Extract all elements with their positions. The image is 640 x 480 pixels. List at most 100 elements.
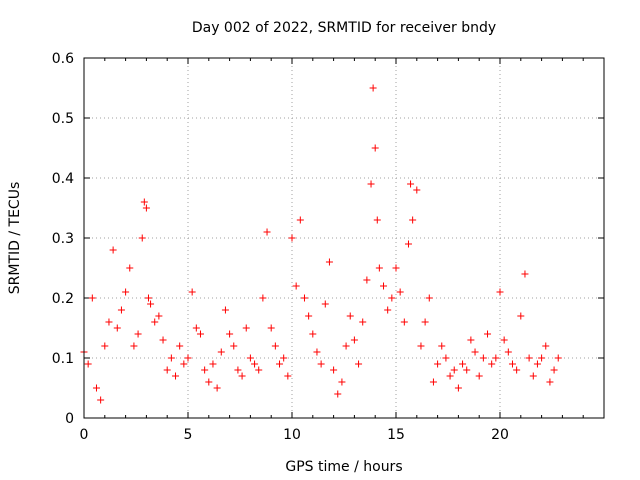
data-point bbox=[330, 366, 338, 374]
data-point bbox=[350, 336, 358, 344]
data-point bbox=[144, 294, 152, 302]
data-point bbox=[184, 354, 192, 362]
data-point bbox=[259, 294, 267, 302]
data-point bbox=[130, 342, 138, 350]
data-point bbox=[280, 354, 288, 362]
data-point bbox=[88, 294, 96, 302]
data-point bbox=[155, 312, 163, 320]
data-point bbox=[167, 354, 175, 362]
data-point bbox=[517, 312, 525, 320]
y-tick-label: 0.2 bbox=[52, 291, 74, 307]
data-point bbox=[251, 360, 259, 368]
data-point bbox=[380, 282, 388, 290]
data-point bbox=[484, 330, 492, 338]
data-point bbox=[126, 264, 134, 272]
data-point bbox=[355, 360, 363, 368]
data-point bbox=[421, 318, 429, 326]
data-point bbox=[450, 366, 458, 374]
data-point bbox=[172, 372, 180, 380]
data-point bbox=[122, 288, 130, 296]
data-point bbox=[147, 300, 155, 308]
data-point bbox=[471, 348, 479, 356]
data-point bbox=[163, 366, 171, 374]
data-point bbox=[504, 348, 512, 356]
data-point bbox=[404, 240, 412, 248]
data-point bbox=[492, 354, 500, 362]
data-point bbox=[442, 354, 450, 362]
data-point bbox=[438, 342, 446, 350]
data-point bbox=[101, 342, 109, 350]
data-point bbox=[196, 330, 204, 338]
x-tick-label: 0 bbox=[80, 427, 89, 443]
data-point bbox=[550, 366, 558, 374]
data-point bbox=[263, 228, 271, 236]
data-point bbox=[151, 318, 159, 326]
x-tick-label: 5 bbox=[184, 427, 193, 443]
data-point bbox=[192, 324, 200, 332]
data-point bbox=[313, 348, 321, 356]
data-point bbox=[159, 336, 167, 344]
data-point bbox=[459, 360, 467, 368]
data-point bbox=[400, 318, 408, 326]
data-point bbox=[475, 372, 483, 380]
data-point bbox=[142, 204, 150, 212]
data-point bbox=[288, 234, 296, 242]
data-point bbox=[242, 324, 250, 332]
data-point bbox=[429, 378, 437, 386]
data-point bbox=[92, 384, 100, 392]
data-point bbox=[201, 366, 209, 374]
data-point bbox=[500, 336, 508, 344]
y-axis-label: SRMTID / TECUs bbox=[7, 182, 23, 295]
data-point bbox=[271, 342, 279, 350]
data-point bbox=[529, 372, 537, 380]
data-point bbox=[367, 180, 375, 188]
data-point bbox=[488, 360, 496, 368]
data-point bbox=[554, 354, 562, 362]
data-point bbox=[205, 378, 213, 386]
data-point bbox=[188, 288, 196, 296]
data-point bbox=[384, 306, 392, 314]
data-point bbox=[346, 312, 354, 320]
chart-title: Day 002 of 2022, SRMTID for receiver bnd… bbox=[192, 20, 496, 36]
data-point bbox=[267, 324, 275, 332]
data-point bbox=[334, 390, 342, 398]
data-point bbox=[388, 294, 396, 302]
data-point bbox=[230, 342, 238, 350]
data-point bbox=[209, 360, 217, 368]
data-point bbox=[359, 318, 367, 326]
data-point bbox=[113, 324, 121, 332]
data-point bbox=[292, 282, 300, 290]
y-tick-label: 0.1 bbox=[52, 351, 74, 367]
x-tick-label: 10 bbox=[283, 427, 301, 443]
data-point bbox=[325, 258, 333, 266]
data-point bbox=[417, 342, 425, 350]
data-point bbox=[407, 180, 415, 188]
data-point bbox=[305, 312, 313, 320]
y-tick-label: 0 bbox=[65, 411, 74, 427]
data-point bbox=[246, 354, 254, 362]
data-point bbox=[508, 360, 516, 368]
data-point bbox=[213, 384, 221, 392]
data-point bbox=[255, 366, 263, 374]
data-point bbox=[463, 366, 471, 374]
y-tick-label: 0.5 bbox=[52, 111, 74, 127]
data-point bbox=[134, 330, 142, 338]
data-point bbox=[300, 294, 308, 302]
data-point bbox=[434, 360, 442, 368]
plot-frame bbox=[83, 57, 605, 419]
data-point bbox=[140, 198, 148, 206]
data-point bbox=[221, 306, 229, 314]
data-point bbox=[234, 366, 242, 374]
data-point bbox=[238, 372, 246, 380]
data-point bbox=[425, 294, 433, 302]
data-point bbox=[513, 366, 521, 374]
data-point bbox=[467, 336, 475, 344]
data-point bbox=[321, 300, 329, 308]
data-point bbox=[369, 84, 377, 92]
data-point bbox=[446, 372, 454, 380]
data-point bbox=[109, 246, 117, 254]
data-point bbox=[338, 378, 346, 386]
data-point bbox=[371, 144, 379, 152]
data-point bbox=[276, 360, 284, 368]
data-point bbox=[375, 264, 383, 272]
